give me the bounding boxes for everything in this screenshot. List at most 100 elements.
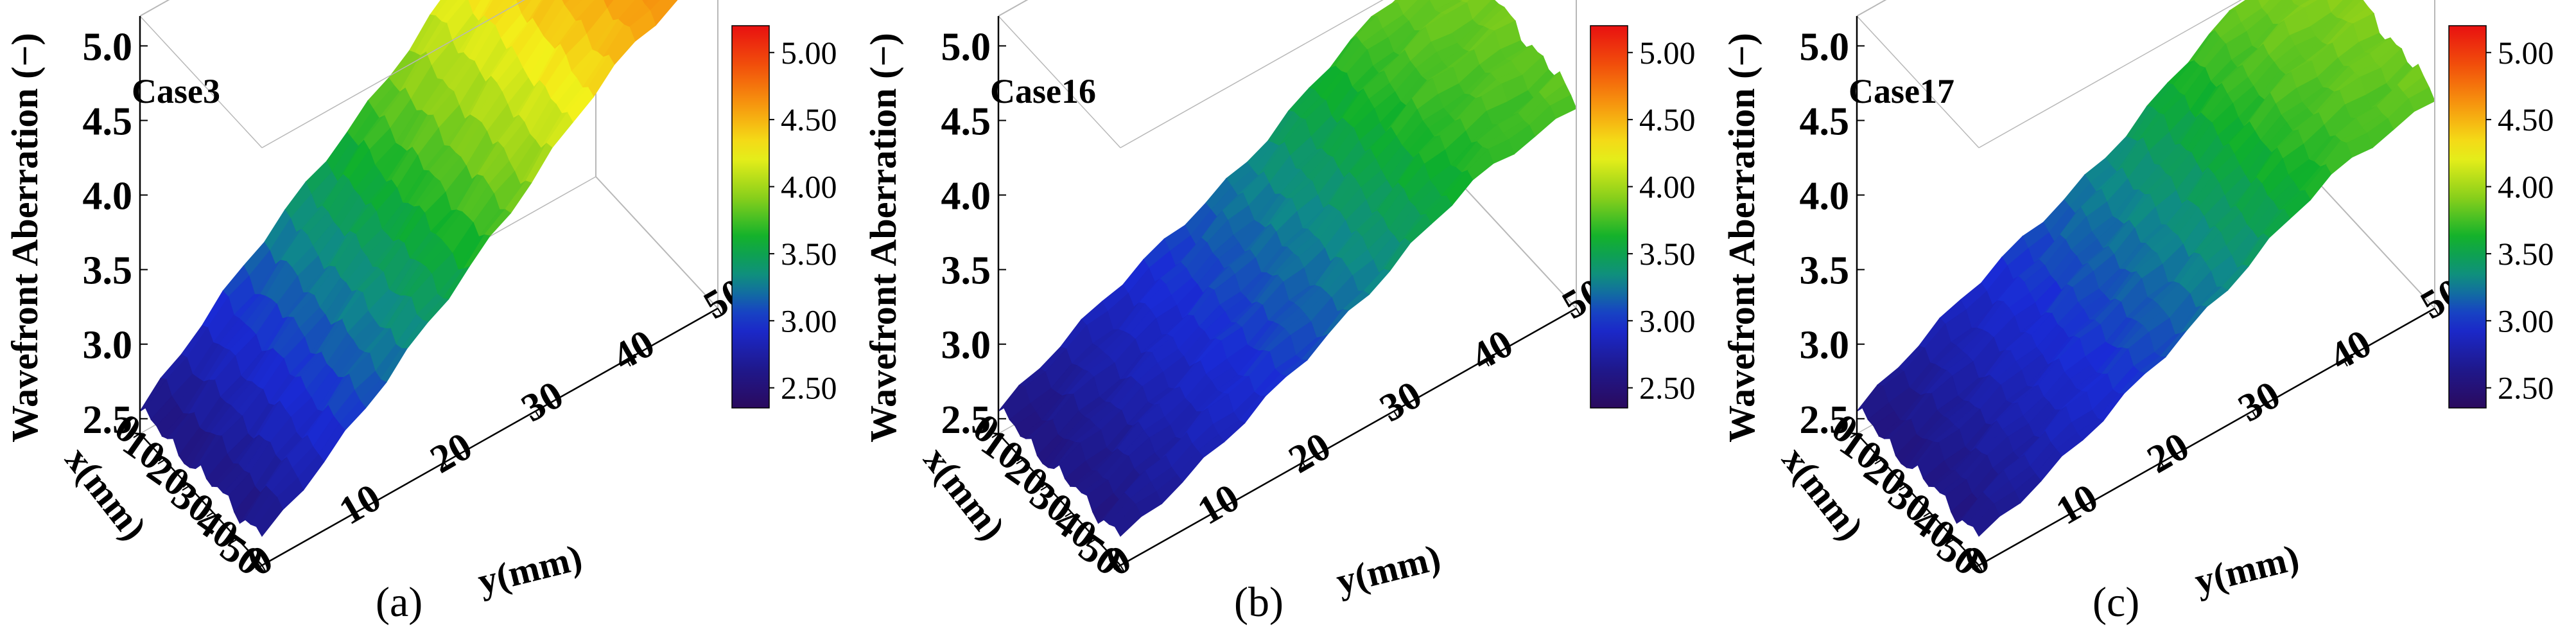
colorbar-tick-label: 5.00 bbox=[781, 35, 837, 71]
y-tick-mark bbox=[444, 462, 449, 470]
colorbar-tick-label: 5.00 bbox=[1639, 35, 1696, 71]
x-tick-mark bbox=[157, 459, 165, 464]
colorbar bbox=[731, 25, 770, 409]
box-edge bbox=[1856, 15, 1980, 148]
colorbar-tick-label: 4.00 bbox=[2498, 169, 2554, 205]
y-tick-label: 40 bbox=[605, 321, 662, 379]
y-tick-mark bbox=[1120, 565, 1125, 572]
y-tick-mark bbox=[1211, 513, 1216, 521]
y-tick-mark bbox=[2069, 513, 2075, 521]
y-tick-mark bbox=[352, 513, 358, 521]
y-tick-label: 40 bbox=[2322, 321, 2379, 379]
colorbar-tick-label: 2.50 bbox=[2498, 370, 2554, 406]
y-tick-mark bbox=[535, 411, 540, 418]
z-tick-label: 2.5 bbox=[941, 398, 991, 442]
x-tick-mark bbox=[182, 486, 189, 491]
x-tick-mark bbox=[206, 512, 214, 517]
colorbar-tick-label: 2.50 bbox=[1639, 370, 1696, 406]
z-tick-label: 4.0 bbox=[1800, 175, 1850, 218]
z-tick-label: 4.5 bbox=[83, 100, 133, 144]
y-tick-label: 30 bbox=[2231, 373, 2288, 430]
z-tick-label: 3.5 bbox=[83, 249, 133, 293]
surface-patch bbox=[1972, 503, 2001, 537]
surface-patch bbox=[256, 497, 283, 537]
z-tick-label: 3.0 bbox=[83, 324, 133, 367]
y-tick-mark bbox=[261, 565, 266, 572]
x-tick-mark bbox=[1923, 512, 1931, 517]
z-tick-label: 3.5 bbox=[941, 249, 991, 293]
y-tick-mark bbox=[2343, 359, 2348, 367]
y-tick-label: 20 bbox=[2140, 424, 2197, 482]
z-tick-label: 4.5 bbox=[941, 100, 991, 144]
colorbar-tick-label: 3.50 bbox=[2498, 236, 2554, 272]
z-tick-label: 4.0 bbox=[941, 175, 991, 218]
case-title: Case16 bbox=[990, 72, 1096, 110]
colorbar-tick-label: 2.50 bbox=[781, 370, 837, 406]
y-tick-label: 10 bbox=[2049, 475, 2105, 533]
colorbar-tick-label: 3.50 bbox=[1639, 236, 1696, 272]
x-axis-line bbox=[1856, 433, 1980, 566]
y-tick-label: 20 bbox=[423, 424, 480, 482]
surface-mesh bbox=[998, 0, 1577, 537]
colorbar-tick-label: 4.50 bbox=[781, 102, 837, 137]
z-tick-label: 3.0 bbox=[1800, 324, 1850, 367]
panel-label: (a) bbox=[376, 579, 423, 626]
y-tick-mark bbox=[717, 308, 722, 315]
surface-mesh bbox=[139, 0, 678, 537]
x-tick-mark bbox=[1089, 538, 1097, 543]
x-tick-mark bbox=[1972, 565, 1980, 570]
box-edge bbox=[139, 15, 263, 148]
y-tick-label: 10 bbox=[332, 475, 388, 533]
box-edge bbox=[261, 0, 525, 148]
z-tick-label: 2.5 bbox=[1800, 398, 1850, 442]
surface-patch bbox=[1114, 503, 1142, 537]
y-tick-mark bbox=[1393, 411, 1398, 418]
x-tick-mark bbox=[1850, 433, 1858, 438]
colorbar-tick-label: 4.00 bbox=[1639, 169, 1696, 205]
colorbar-tick-label: 4.50 bbox=[2498, 102, 2554, 137]
chart-svg: 2.53.03.54.04.55.00102030405001020304050… bbox=[862, 0, 1696, 603]
surface-mesh bbox=[1856, 0, 2435, 537]
x-tick-mark bbox=[1899, 486, 1906, 491]
z-axis-label: Wavefront Aberration (−) bbox=[862, 33, 904, 443]
y-axis-label: y(mm) bbox=[1332, 536, 1445, 603]
box-edge bbox=[998, 15, 1121, 148]
x-tick-mark bbox=[1113, 565, 1121, 570]
z-axis-label: Wavefront Aberration (−) bbox=[1721, 33, 1762, 443]
panel-label: (b) bbox=[1234, 579, 1284, 626]
y-axis-label: y(mm) bbox=[2191, 536, 2303, 603]
z-tick-label: 2.5 bbox=[83, 398, 133, 442]
colorbar-tick-label: 3.00 bbox=[1639, 303, 1696, 339]
chart-panel: 2.5 3.0 3.5 4.0 4.5 5.0 0 10 20 30 40 50 0 10 20 30 40 50… bbox=[0, 0, 858, 636]
x-tick-mark bbox=[1874, 459, 1882, 464]
x-tick-mark bbox=[255, 565, 263, 570]
y-axis-line bbox=[261, 307, 718, 567]
x-tick-mark bbox=[1040, 486, 1048, 491]
chart-svg: 2.53.03.54.04.55.00102030405001020304050… bbox=[1721, 0, 2554, 603]
chart-svg: 2.53.03.54.04.55.00102030405001020304050… bbox=[4, 0, 837, 602]
y-tick-mark bbox=[626, 359, 631, 367]
z-tick-label: 4.0 bbox=[83, 175, 133, 218]
y-tick-label: 30 bbox=[514, 373, 571, 430]
z-tick-label: 3.0 bbox=[941, 324, 991, 367]
z-tick-label: 5.0 bbox=[941, 25, 991, 69]
x-tick-mark bbox=[1065, 512, 1072, 517]
case-title: Case17 bbox=[1849, 72, 1954, 110]
box-edge bbox=[1120, 0, 1384, 148]
colorbar-tick-label: 5.00 bbox=[2498, 35, 2554, 71]
y-tick-mark bbox=[2434, 308, 2439, 315]
x-tick-mark bbox=[1016, 459, 1023, 464]
z-tick-label: 3.5 bbox=[1800, 249, 1850, 293]
colorbar-tick-label: 3.00 bbox=[2498, 303, 2554, 339]
x-axis-line bbox=[998, 433, 1121, 566]
y-tick-mark bbox=[1978, 565, 1983, 572]
y-axis-line bbox=[1120, 307, 1577, 567]
y-tick-mark bbox=[1576, 308, 1581, 315]
colorbar-tick-label: 4.00 bbox=[781, 169, 837, 205]
y-tick-label: 40 bbox=[1464, 321, 1520, 379]
chart-panel: 2.5 3.0 3.5 4.0 4.5 5.0 0 10 20 30 40 50 0 10 20 30 40 50… bbox=[858, 0, 1717, 636]
panel-label: (c) bbox=[2093, 579, 2140, 626]
box-edge bbox=[1978, 0, 2242, 148]
x-tick-mark bbox=[231, 538, 238, 543]
